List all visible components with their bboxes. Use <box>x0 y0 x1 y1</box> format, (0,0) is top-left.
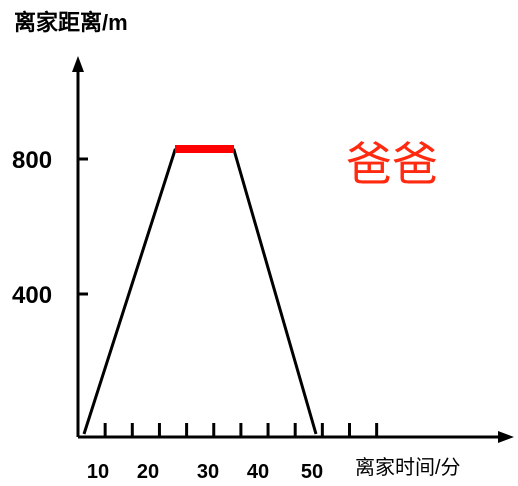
x-ticks: 10 20 30 40 50 <box>87 423 379 483</box>
y-tick-label: 400 <box>12 282 52 309</box>
y-axis-arrow <box>72 56 84 72</box>
x-tick-label: 50 <box>301 461 323 483</box>
y-axis-title: 离家距离/m <box>14 10 128 35</box>
x-tick-label: 10 <box>87 461 109 483</box>
x-tick-label: 20 <box>137 461 159 483</box>
distance-series-line <box>82 148 318 435</box>
x-tick-label: 30 <box>197 461 219 483</box>
x-axis-title: 离家时间/分 <box>355 456 461 479</box>
annotation-label: 爸爸 <box>346 138 438 190</box>
x-tick-label: 40 <box>247 461 269 483</box>
y-ticks: 400 800 <box>12 147 88 309</box>
series-layer <box>82 145 318 435</box>
y-tick-label: 800 <box>12 147 52 174</box>
x-axis-arrow <box>498 431 514 443</box>
